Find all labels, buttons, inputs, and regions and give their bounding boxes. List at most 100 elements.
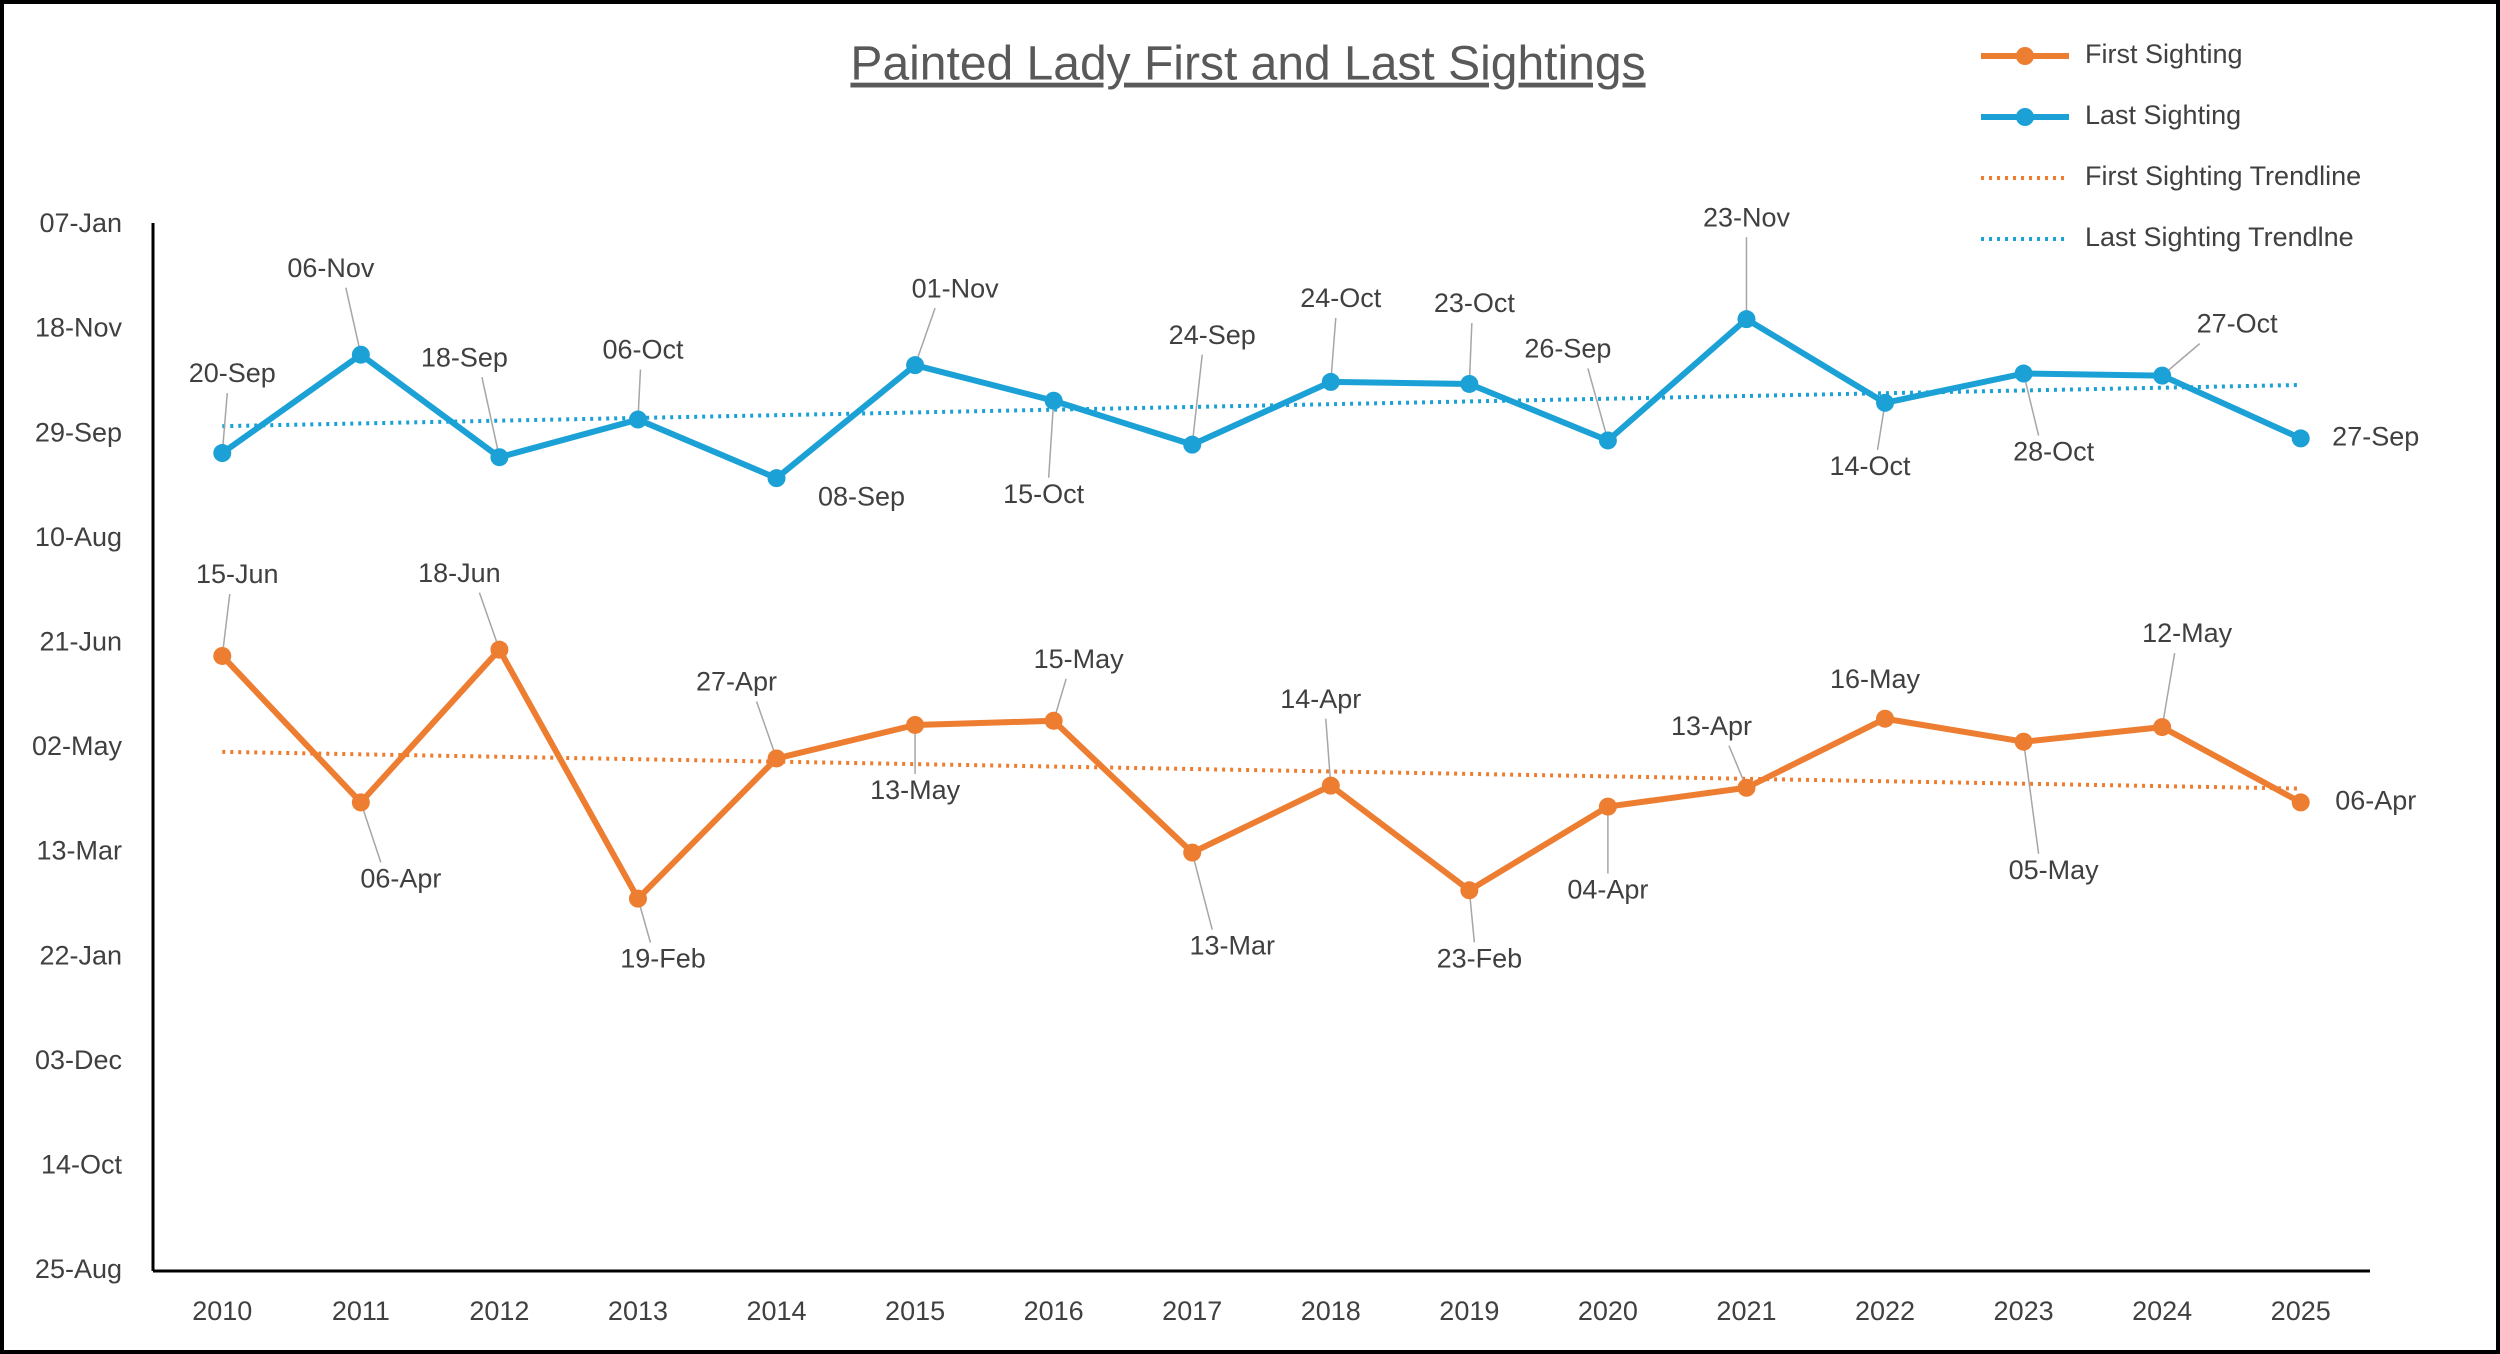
trendline [222,749,2301,791]
y-tick-label: 29-Sep [35,417,122,447]
marker [490,448,509,467]
x-tick-label: 2023 [1994,1296,2054,1326]
y-tick-label: 18-Nov [35,313,123,343]
data-label: 08-Sep [818,481,905,511]
data-label: 13-Mar [1189,931,1275,961]
leader-line [1191,354,1203,445]
marker [2014,732,2033,751]
leader-line [360,802,382,863]
y-tick-label: 21-Jun [39,627,122,657]
data-label: 06-Apr [360,864,441,894]
marker [1044,391,1063,410]
marker [1321,776,1340,795]
y-tick-label: 14-Oct [41,1150,123,1180]
legend-label: First Sighting Trendline [2085,161,2361,191]
data-label: 15-May [1034,644,1125,674]
data-label: 24-Sep [1169,320,1256,350]
x-tick-label: 2020 [1578,1296,1638,1326]
marker [213,444,232,463]
leader-line [2022,373,2040,436]
legend-label: First Sighting [2085,39,2243,69]
series-line [220,316,2302,482]
x-tick-label: 2019 [1439,1296,1499,1326]
leader-line [221,392,229,454]
marker [2153,366,2172,385]
x-tick-label: 2025 [2271,1296,2331,1326]
data-label: 16-May [1830,664,1921,694]
x-tick-label: 2010 [192,1296,252,1326]
data-label: 14-Apr [1280,684,1361,714]
y-tick-label: 22-Jan [39,940,122,970]
x-tick-label: 2013 [608,1296,668,1326]
leader-line [478,592,501,650]
legend-label: Last Sighting Trendlne [2085,222,2354,252]
data-label: 13-Apr [1671,711,1752,741]
marker [1737,310,1756,329]
marker [767,469,786,488]
data-label: 01-Nov [912,273,1000,303]
legend-marker [2016,47,2034,65]
y-tick-label: 02-May [32,731,123,761]
y-tick-label: 25-Aug [35,1254,122,1284]
marker [906,356,925,375]
data-label: 05-May [2009,855,2100,885]
y-tick-label: 07-Jan [39,208,122,238]
data-label: 12-May [2142,618,2233,648]
data-label: 04-Apr [1567,875,1648,905]
leader-line [755,701,778,759]
marker [1460,881,1479,900]
data-label: 23-Feb [1437,943,1523,973]
x-tick-label: 2012 [469,1296,529,1326]
leader-line [1047,400,1055,478]
data-label: 18-Sep [421,342,508,372]
marker [1044,711,1063,730]
marker [628,410,647,429]
leader-line [1191,852,1213,930]
leader-line [2161,652,2176,728]
leader-line [1325,718,1332,786]
marker [2291,793,2310,812]
marker [213,646,232,665]
x-tick-label: 2021 [1716,1296,1776,1326]
marker [490,640,509,659]
data-label: 06-Nov [287,253,375,283]
marker [1737,778,1756,797]
trendline [222,382,2301,429]
leader-line [345,287,362,355]
leader-line [1587,368,1609,441]
series-line [220,646,2303,902]
marker [1183,843,1202,862]
marker [1598,431,1617,450]
marker [351,345,370,364]
data-label: 19-Feb [620,944,706,974]
data-label: 06-Oct [602,335,684,365]
x-tick-label: 2024 [2132,1296,2192,1326]
marker [2153,718,2172,737]
marker [1598,797,1617,816]
marker [351,793,370,812]
data-label: 24-Oct [1300,283,1382,313]
marker [1876,393,1895,412]
marker [1183,435,1202,454]
data-label: 14-Oct [1830,451,1912,481]
data-label: 27-Sep [2332,422,2419,452]
marker [1321,372,1340,391]
x-tick-label: 2015 [885,1296,945,1326]
data-label: 27-Oct [2197,309,2279,339]
x-tick-label: 2017 [1162,1296,1222,1326]
data-label: 23-Oct [1434,288,1516,318]
data-label: 15-Jun [196,559,279,589]
data-label: 26-Sep [1524,334,1611,364]
data-label: 27-Apr [696,667,777,697]
data-label: 18-Jun [418,558,501,588]
marker [906,715,925,734]
leader-line [221,593,231,657]
leader-line [2022,741,2040,854]
x-tick-label: 2022 [1855,1296,1915,1326]
x-tick-label: 2016 [1024,1296,1084,1326]
legend-label: Last Sighting [2085,100,2241,130]
x-tick-label: 2011 [332,1296,390,1326]
legend-marker [2016,108,2034,126]
